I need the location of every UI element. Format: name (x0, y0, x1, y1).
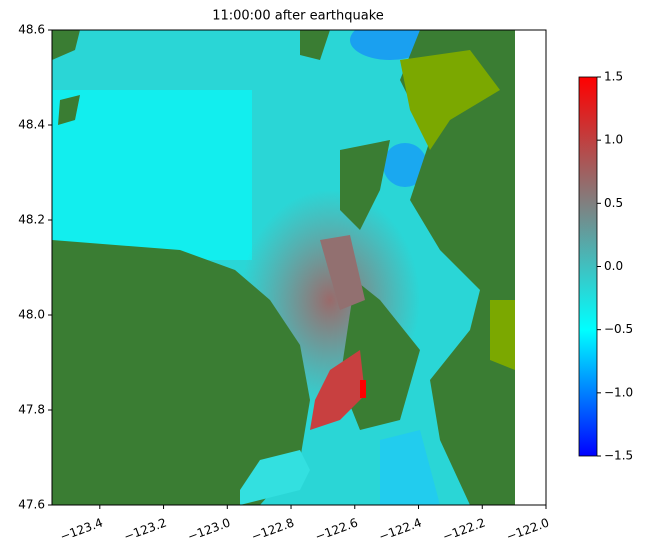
colorbar-tick-label: 0.0 (604, 259, 623, 273)
y-tick-label: 47.6 (18, 498, 45, 512)
x-tick-label: −123.2 (122, 515, 169, 543)
x-tick-label: −123.4 (58, 515, 105, 543)
colorbar-tick-label: 1.0 (604, 133, 623, 147)
colorbar-tick-label: −1.0 (604, 385, 633, 399)
y-tick-label: 48.4 (18, 118, 45, 132)
x-tick-label: −122.2 (441, 515, 488, 543)
y-tick-label: 48.6 (18, 23, 45, 37)
x-tick-label: −122.0 (504, 515, 551, 543)
y-tick-label: 47.8 (18, 403, 45, 417)
colorbar-tick-label: −1.5 (604, 449, 633, 463)
chart-title: 11:00:00 after earthquake (212, 9, 384, 24)
map (52, 30, 515, 505)
x-tick-label: −122.4 (377, 515, 424, 543)
plot-frame (51, 29, 547, 506)
y-tick-label: 48.2 (18, 213, 45, 227)
x-tick-label: −122.6 (313, 515, 360, 543)
x-tick-label: −122.8 (249, 515, 296, 543)
x-tick-label: −123.0 (186, 515, 233, 543)
colorbar-tick-label: −0.5 (604, 322, 633, 336)
colorbar-tick-label: 1.5 (604, 70, 623, 84)
colorbar (578, 76, 598, 457)
colorbar-tick-label: 0.5 (604, 196, 623, 210)
y-tick-label: 48.0 (18, 308, 45, 322)
